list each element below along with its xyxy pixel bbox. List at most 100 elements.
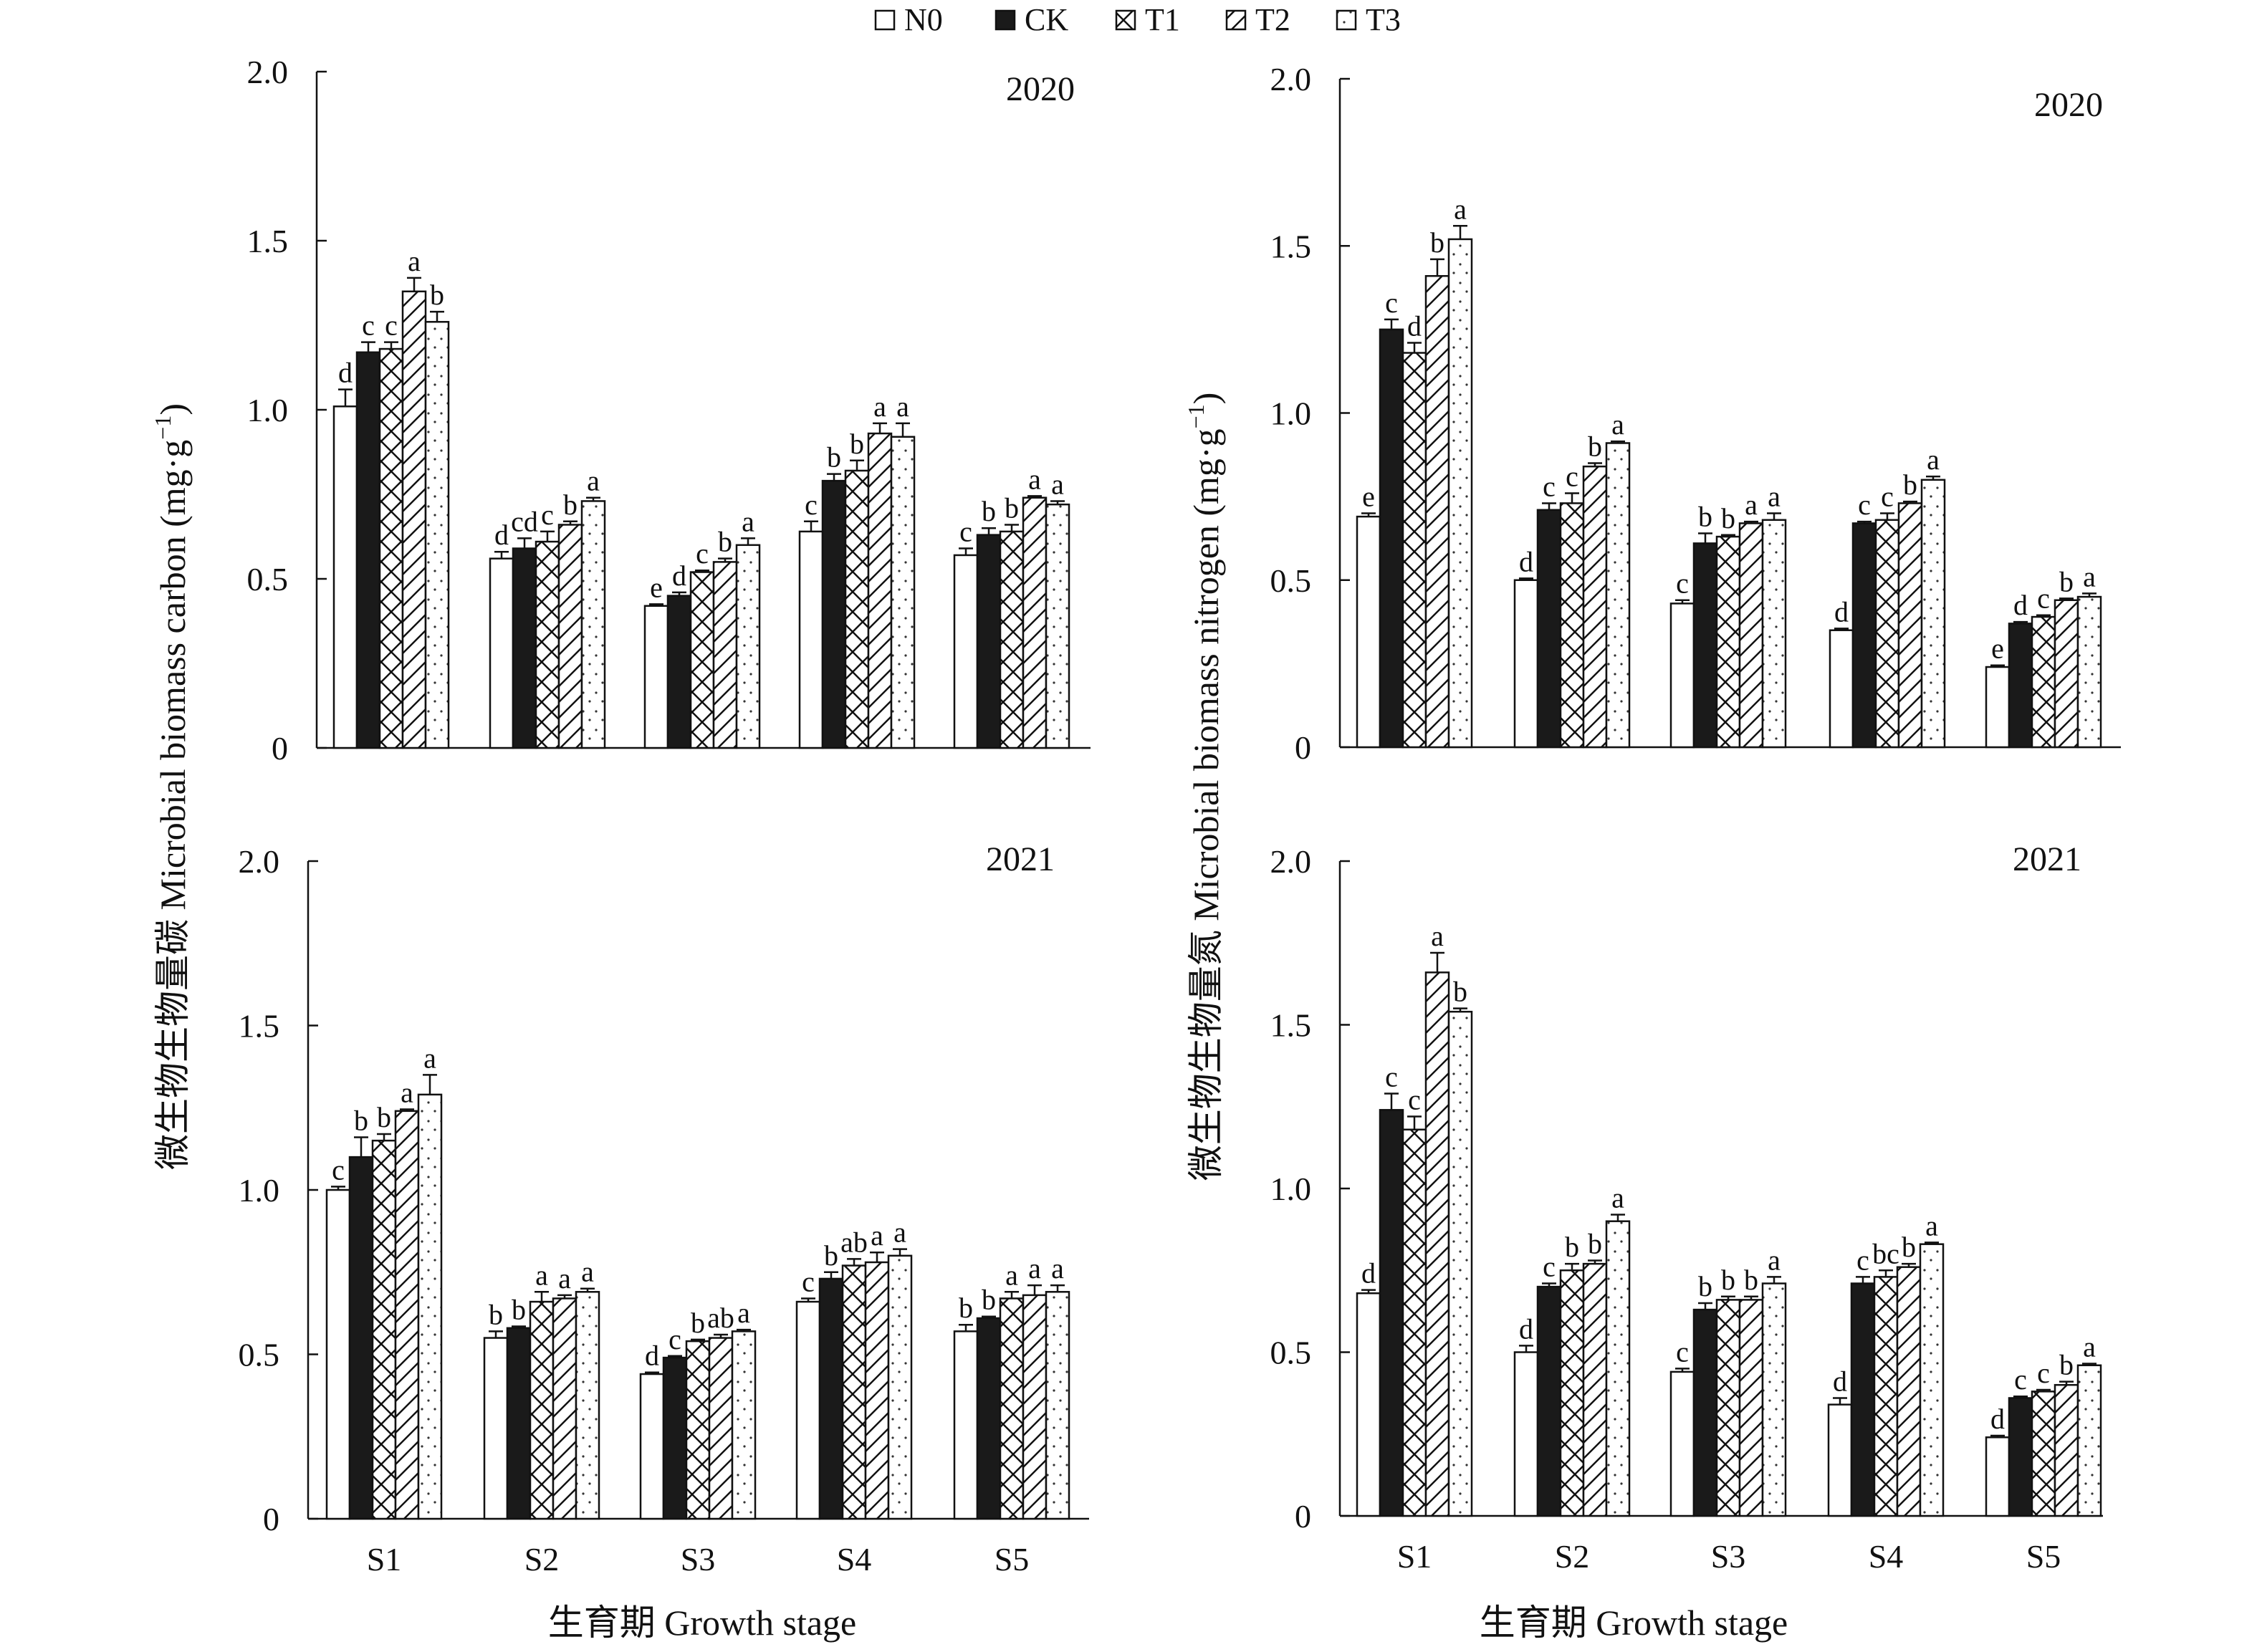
y-tick-label: 1.0 <box>239 1172 280 1209</box>
bar-t2-s1 <box>394 1110 420 1520</box>
y-axis-title-nitrogen-exp: −1 <box>1183 404 1209 428</box>
significance-letter: d <box>1519 1312 1533 1345</box>
legend-swatch-t1 <box>1115 9 1136 31</box>
y-tick-label: 0.5 <box>239 1337 280 1373</box>
y-tick-label: 1.5 <box>247 223 289 259</box>
y-axis-title-carbon-exp: −1 <box>150 416 176 440</box>
y-axis-title-carbon-close: ) <box>153 403 193 416</box>
bar-ck-s1 <box>1379 328 1404 749</box>
bar-t1-s5 <box>999 1297 1025 1520</box>
y-tick-label: 2.0 <box>247 54 289 90</box>
bar-t1-s5 <box>2031 615 2056 749</box>
significance-letter: b <box>691 1307 705 1339</box>
x-tick-label-s4: S4 <box>837 1541 872 1577</box>
bar-t1-s3 <box>689 571 715 749</box>
bar-t3-s3 <box>1761 519 1787 749</box>
bar-t1-s3 <box>1715 535 1741 749</box>
significance-letter: b <box>1565 1231 1579 1263</box>
bar-t3-s2 <box>575 1291 600 1520</box>
bar-ck-s4 <box>1850 1282 1876 1517</box>
significance-letter: a <box>1768 480 1781 512</box>
significance-letter: c <box>1856 1244 1869 1276</box>
x-tick-label-s2: S2 <box>524 1541 560 1577</box>
bar-t3-s5 <box>1045 503 1070 749</box>
bar-ck-s4 <box>1851 522 1877 749</box>
x-tick-label-s3: S3 <box>1711 1538 1746 1575</box>
y-tick-label: 2.0 <box>1270 843 1312 880</box>
bar-n0-s1 <box>1356 515 1381 749</box>
significance-letter: c <box>1881 480 1894 512</box>
bar-ck-s1 <box>355 351 381 749</box>
bar-t1-s1 <box>378 347 404 749</box>
significance-letter: a <box>2083 1330 2096 1363</box>
significance-letter: ab <box>707 1302 734 1334</box>
bar-t2-s5 <box>1022 496 1048 749</box>
x-tick-label-s4: S4 <box>1869 1538 1904 1575</box>
significance-letter: c <box>1385 287 1398 319</box>
bar-ck-s5 <box>976 534 1002 749</box>
bar-t1-s4 <box>1874 519 1900 749</box>
x-tick-label-s3: S3 <box>681 1541 716 1577</box>
y-tick-label: 0 <box>1295 729 1311 766</box>
bar-t2-s2 <box>1582 1262 1608 1517</box>
bar-ck-s3 <box>662 1356 688 1520</box>
bar-t2-s4 <box>1896 1266 1922 1517</box>
significance-letter: d <box>1361 1257 1376 1290</box>
significance-letter: b <box>982 495 996 527</box>
panel-year-label: 2021 <box>2013 840 2081 878</box>
significance-letter: bc <box>1872 1237 1899 1269</box>
significance-letter: a <box>1431 920 1444 952</box>
y-axis-title-carbon: 微生物生物量碳 Microbial biomass carbon (mg·g−1… <box>150 403 193 1170</box>
bar-n0-s2 <box>483 1337 509 1520</box>
significance-letter: a <box>408 245 421 277</box>
significance-letter: c <box>1543 1251 1556 1283</box>
bar-t1-s2 <box>1559 502 1585 749</box>
significance-letter: b <box>377 1101 391 1133</box>
y-axis-title-nitrogen-close: ) <box>1186 393 1226 405</box>
significance-letter: ab <box>840 1226 868 1258</box>
x-tick-label-s1: S1 <box>367 1541 402 1577</box>
significance-letter: b <box>354 1105 368 1137</box>
bar-t1-s4 <box>841 1264 867 1520</box>
significance-letter: c <box>802 1265 815 1297</box>
significance-letter: d <box>2013 589 2028 621</box>
bar-t3-s3 <box>731 1330 757 1520</box>
significance-letter: e <box>1362 480 1375 512</box>
bar-n0-s3 <box>1669 602 1695 749</box>
bar-ck-s4 <box>818 1277 844 1520</box>
significance-letter: a <box>558 1262 571 1295</box>
significance-letter: c <box>541 499 554 531</box>
significance-letter: d <box>1834 595 1849 628</box>
panel-year-label: 2020 <box>1006 70 1075 108</box>
significance-letter: cd <box>511 505 538 537</box>
bar-t2-s4 <box>867 432 893 749</box>
significance-letter: a <box>737 1297 750 1329</box>
bar-t2-s2 <box>1582 465 1608 749</box>
y-tick-label: 0.5 <box>1270 1335 1312 1371</box>
bar-n0-s4 <box>798 530 824 749</box>
bar-t2-s5 <box>1022 1294 1048 1520</box>
significance-letter: a <box>742 505 754 537</box>
significance-letter: a <box>1028 463 1041 495</box>
legend-swatch-t3 <box>1336 9 1357 31</box>
significance-letter: c <box>2037 1357 2050 1389</box>
y-tick-label: 1.0 <box>1270 395 1312 432</box>
significance-letter: b <box>959 1292 973 1324</box>
bar-t3-s4 <box>1920 479 1946 749</box>
bar-ck-s3 <box>1692 1308 1718 1517</box>
y-tick-label: 2.0 <box>1270 61 1312 97</box>
legend: N0 CK T1 T2 T3 <box>874 2 1401 37</box>
bar-t3-s5 <box>2076 595 2102 749</box>
bar-n0-s3 <box>639 1373 665 1520</box>
legend-label-n0: N0 <box>904 2 943 37</box>
bar-n0-s5 <box>1985 1436 2011 1517</box>
bar-t3-s2 <box>1605 442 1631 749</box>
significance-letter: c <box>1676 567 1689 600</box>
y-axis-title-nitrogen-main: 微生物生物量氮 Microbial biomass nitrogen (mg·g <box>1186 428 1226 1181</box>
bar-n0-s5 <box>1985 666 2011 749</box>
bar-t1-s5 <box>2031 1391 2056 1517</box>
x-tick-label-s1: S1 <box>1397 1538 1432 1575</box>
legend-label-t2: T2 <box>1255 2 1290 37</box>
bar-t2-s5 <box>2054 599 2079 749</box>
